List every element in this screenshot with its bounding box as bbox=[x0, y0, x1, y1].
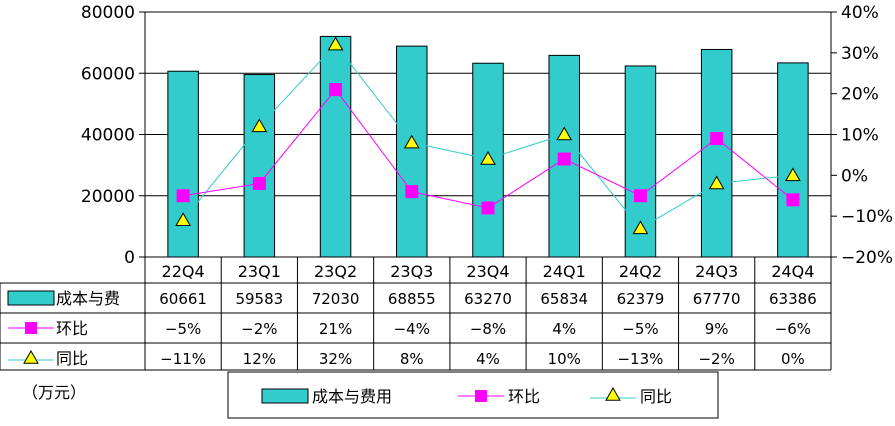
right-tick-label: 40% bbox=[841, 3, 879, 23]
table-cell: −13% bbox=[617, 350, 663, 368]
table-cell: 21% bbox=[319, 320, 352, 338]
bar-23Q1 bbox=[243, 74, 276, 258]
category-label: 23Q1 bbox=[238, 262, 281, 281]
table-cell: 67770 bbox=[693, 290, 741, 308]
table-cell: 60661 bbox=[159, 290, 207, 308]
bar-24Q3 bbox=[700, 48, 733, 258]
legend-label-yoy: 同比 bbox=[640, 387, 672, 406]
table-cell: 12% bbox=[243, 350, 276, 368]
category-label: 24Q4 bbox=[771, 262, 814, 281]
table-cell: 68855 bbox=[388, 290, 436, 308]
mom-point-23Q1 bbox=[252, 177, 266, 190]
mom-point-23Q3 bbox=[405, 185, 419, 199]
table-cell: −5% bbox=[165, 320, 201, 338]
bar-23Q2 bbox=[319, 35, 352, 258]
table-cell: 8% bbox=[400, 350, 424, 368]
table-cell: 63386 bbox=[769, 290, 817, 308]
legend: 成本与费用 环比 同比 bbox=[227, 371, 719, 419]
right-tick-label: 10% bbox=[841, 126, 879, 146]
yoy-point-24Q4 bbox=[785, 167, 801, 182]
legend-box bbox=[227, 371, 719, 419]
left-tick-label: 40000 bbox=[81, 126, 135, 146]
mom-point-22Q4 bbox=[176, 189, 190, 203]
legend-key-bar bbox=[261, 388, 309, 404]
table-cell: 4% bbox=[552, 320, 576, 338]
left-tick-label: 60000 bbox=[81, 64, 135, 84]
right-axis: −20% −10% 0% 10% 20% 30% 40% bbox=[831, 3, 893, 268]
left-tick-label: 80000 bbox=[81, 3, 135, 23]
table-cell: −5% bbox=[622, 320, 658, 338]
table-cell: 32% bbox=[319, 350, 352, 368]
table-cell: 59583 bbox=[235, 290, 283, 308]
category-label: 23Q4 bbox=[466, 262, 509, 281]
row-key-yoy-marker bbox=[23, 349, 39, 364]
left-tick-label: 20000 bbox=[81, 187, 135, 207]
legend-key-mom-marker bbox=[475, 390, 487, 402]
table-cell: −8% bbox=[470, 320, 506, 338]
category-label: 23Q2 bbox=[314, 262, 357, 281]
table-cell: 72030 bbox=[312, 290, 360, 308]
mom-point-24Q4 bbox=[786, 193, 800, 207]
legend-label-mom: 环比 bbox=[508, 387, 540, 406]
bar-22Q4 bbox=[167, 70, 199, 258]
table-cell: 63270 bbox=[464, 290, 512, 308]
mom-point-23Q4 bbox=[481, 201, 495, 215]
line-series bbox=[175, 36, 801, 235]
legend-key-yoy-marker bbox=[605, 386, 621, 401]
category-label: 24Q1 bbox=[543, 262, 586, 281]
bar-series bbox=[167, 35, 809, 258]
yoy-point-22Q4 bbox=[175, 212, 191, 226]
table-cell: 62379 bbox=[617, 290, 665, 308]
unit-label: （万元） bbox=[22, 383, 86, 402]
mom-point-24Q2 bbox=[633, 189, 647, 203]
table-cell: 65834 bbox=[540, 290, 588, 308]
category-label: 24Q3 bbox=[695, 262, 738, 281]
table-cell: −2% bbox=[241, 320, 277, 338]
row-label-cost: 成本与费 bbox=[56, 289, 120, 308]
table-cell: −4% bbox=[394, 320, 430, 338]
table-cell: −11% bbox=[160, 350, 206, 368]
category-label: 23Q3 bbox=[390, 262, 433, 281]
yoy-point-23Q4 bbox=[480, 150, 496, 165]
data-table: 22Q4 23Q1 23Q2 23Q3 23Q4 24Q1 24Q2 24Q3 24Q4 成本与费… bbox=[0, 257, 832, 371]
row-label-mom: 环比 bbox=[56, 319, 88, 338]
left-axis: 0 20000 40000 60000 80000 bbox=[81, 3, 145, 268]
right-tick-label: 20% bbox=[841, 85, 879, 105]
right-tick-label: −20% bbox=[841, 248, 893, 268]
yoy-point-23Q2 bbox=[327, 36, 344, 51]
left-tick-label: 0 bbox=[124, 248, 135, 268]
table-cell: 4% bbox=[476, 350, 500, 368]
bar-24Q4 bbox=[777, 62, 809, 258]
table-cell: 9% bbox=[705, 320, 729, 338]
category-label: 22Q4 bbox=[162, 262, 205, 281]
row-label-yoy: 同比 bbox=[56, 349, 88, 368]
yoy-point-24Q3 bbox=[708, 175, 725, 190]
legend-label-cost: 成本与费用 bbox=[312, 387, 392, 406]
category-label: 24Q2 bbox=[619, 262, 662, 281]
right-tick-label: 0% bbox=[841, 166, 868, 186]
mom-point-24Q1 bbox=[557, 152, 571, 166]
mom-point-23Q2 bbox=[329, 83, 343, 97]
right-tick-label: −10% bbox=[841, 207, 893, 227]
yoy-point-23Q3 bbox=[403, 134, 420, 149]
right-tick-label: 30% bbox=[841, 44, 879, 64]
table-cell: 0% bbox=[781, 350, 805, 368]
yoy-point-24Q1 bbox=[556, 126, 573, 141]
bar-23Q3 bbox=[396, 45, 428, 258]
row-key-mom-marker bbox=[25, 322, 37, 334]
mom-point-24Q3 bbox=[710, 132, 724, 146]
table-cell: −2% bbox=[698, 350, 734, 368]
yoy-point-24Q2 bbox=[632, 220, 649, 235]
table-cell: 10% bbox=[548, 350, 581, 368]
row-key-bar bbox=[7, 290, 55, 306]
yoy-point-23Q1 bbox=[251, 118, 268, 133]
table-cell: −6% bbox=[775, 320, 811, 338]
